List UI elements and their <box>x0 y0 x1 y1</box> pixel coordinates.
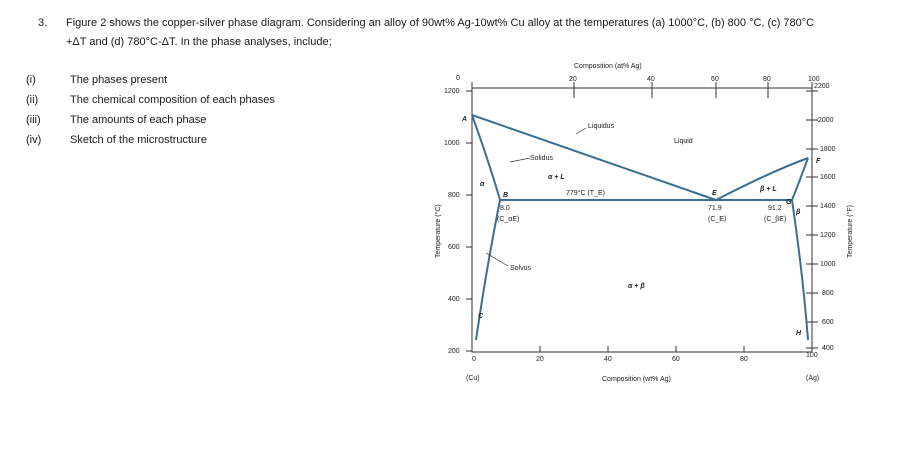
item-number: (ii) <box>26 94 39 106</box>
right-tick-label: 2200 <box>814 83 830 90</box>
alpha-liquid-region-label: α + L <box>548 174 565 181</box>
solvus-line-right <box>791 199 809 341</box>
bottom-tick-label: 80 <box>740 356 748 363</box>
point-g-label: G <box>786 199 792 206</box>
left-element-label: (Cu) <box>466 375 480 382</box>
right-axis-title: Temperature (°F) <box>846 205 854 258</box>
liquidus-label: Liquidus <box>588 123 615 130</box>
right-axis <box>806 90 818 349</box>
beta-region-label: β <box>795 209 801 216</box>
top-tick-label: 60 <box>711 76 719 83</box>
question-text-line1: Figure 2 shows the copper-silver phase d… <box>66 17 815 29</box>
right-tick-label: 1800 <box>820 146 836 153</box>
bottom-tick-label: 100 <box>806 352 818 359</box>
c-beta-e-symbol: (C_βE) <box>764 216 786 223</box>
right-tick-label: 1200 <box>820 232 836 239</box>
bottom-tick-label: 60 <box>672 356 680 363</box>
eutectic-temperature-label: 779°C (T_E) <box>566 189 605 197</box>
left-tick-label: 200 <box>448 348 460 355</box>
left-tick-label: 600 <box>448 244 460 251</box>
liquidus-line-left <box>471 114 717 201</box>
point-h-label: H <box>796 330 802 337</box>
question-text-line2: +ΔT and (d) 780°C-ΔT. In the phase analy… <box>66 36 332 48</box>
item-number: (iii) <box>26 114 41 126</box>
solvus-line-left <box>475 199 501 341</box>
item-text: The phases present <box>70 74 168 86</box>
point-b-label: B <box>503 192 508 199</box>
solidus-line-left <box>471 114 501 201</box>
point-e-label: E <box>712 190 717 197</box>
top-tick-label: 40 <box>647 76 655 83</box>
left-tick-label: 800 <box>448 192 460 199</box>
right-tick-label: 2000 <box>818 117 834 124</box>
bottom-tick-label: 40 <box>604 356 612 363</box>
point-a-label: A <box>461 116 467 123</box>
top-tick-label: 100 <box>808 76 820 83</box>
c-e-value: 71.9 <box>708 205 722 212</box>
top-tick-label: 0 <box>456 75 460 82</box>
top-axis <box>471 82 813 98</box>
item-number: (i) <box>26 74 36 86</box>
phase-boundaries <box>471 114 809 341</box>
right-tick-label: 600 <box>822 319 834 326</box>
plot-frame <box>471 87 813 353</box>
top-axis-title: Composition (at% Ag) <box>574 63 642 70</box>
top-tick-label: 80 <box>763 76 771 83</box>
question-number: 3. <box>38 17 48 29</box>
alpha-region-label: α <box>480 181 485 188</box>
item-text: The amounts of each phase <box>70 114 207 126</box>
right-tick-label: 400 <box>822 345 834 352</box>
item-text: The chemical composition of each phases <box>70 94 275 106</box>
c-beta-e-value: 91.2 <box>768 205 782 212</box>
right-tick-label: 1400 <box>820 203 836 210</box>
bottom-axis-title: Composition (wt% Ag) <box>602 376 671 383</box>
point-c-label: C <box>478 313 484 320</box>
item-number: (iv) <box>26 134 42 146</box>
liquidus-line-right <box>715 157 809 201</box>
alpha-beta-region-label: α + β <box>628 283 645 290</box>
c-e-symbol: (C_E) <box>708 216 726 223</box>
solidus-line-right <box>791 157 809 201</box>
bottom-axis <box>539 346 745 352</box>
beta-liquid-region-label: β + L <box>759 186 777 193</box>
liquid-label: Liquid <box>674 138 693 145</box>
right-element-label: (Ag) <box>806 375 819 382</box>
right-tick-label: 1000 <box>820 261 836 268</box>
point-f-label: F <box>816 158 821 165</box>
right-tick-label: 800 <box>822 290 834 297</box>
left-tick-label: 1200 <box>444 88 460 95</box>
solvus-label: Solvus <box>510 265 532 272</box>
right-tick-label: 1600 <box>820 174 836 181</box>
solidus-label: Solidus <box>530 155 553 162</box>
top-tick-label: 20 <box>569 76 577 83</box>
left-tick-label: 1000 <box>444 140 460 147</box>
item-text: Sketch of the microstructure <box>70 134 207 146</box>
c-alpha-e-symbol: (C_αE) <box>497 216 519 223</box>
left-axis <box>466 90 472 352</box>
c-alpha-e-value: 8.0 <box>500 205 510 212</box>
left-tick-label: 400 <box>448 296 460 303</box>
bottom-tick-label: 20 <box>536 356 544 363</box>
bottom-tick-label: 0 <box>472 356 476 363</box>
left-axis-title: Temperature (°C) <box>434 204 442 258</box>
